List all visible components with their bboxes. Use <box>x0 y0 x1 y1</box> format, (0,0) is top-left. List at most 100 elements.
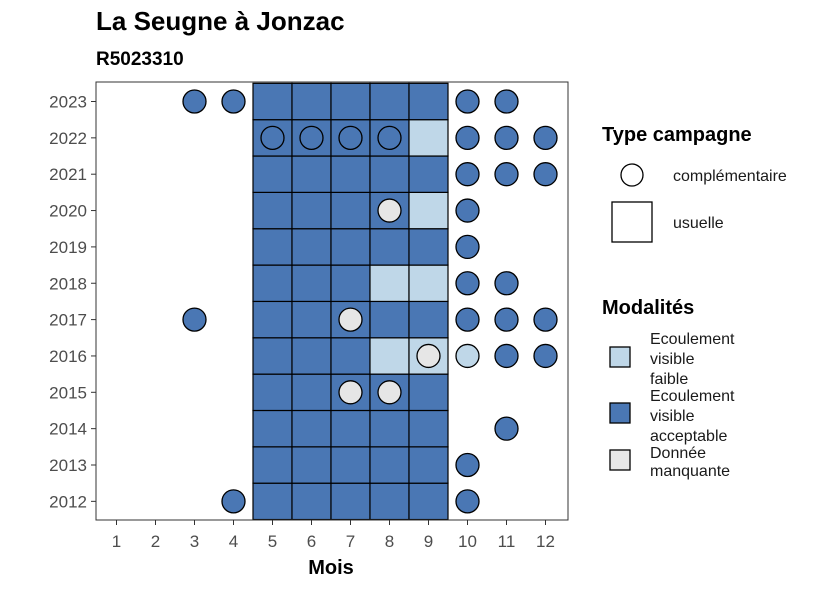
usuelle-cell-2012-6 <box>291 482 332 521</box>
legend-label-faible-line-3: faible <box>650 371 688 388</box>
x-axis: 1 2 3 4 5 6 7 8 9 10 11 12 <box>112 520 555 551</box>
complementaire-point-2022-6 <box>299 125 324 151</box>
y-tick-label-2021: 2021 <box>49 165 87 184</box>
usuelle-cell-2015-9 <box>408 373 449 412</box>
usuelle-cell-2013-9 <box>408 446 449 484</box>
usuelle-cell-2023-8 <box>369 82 410 121</box>
usuelle-cell-2021-7 <box>330 155 371 193</box>
y-tick-label-2016: 2016 <box>49 347 87 366</box>
complementaire-point-2022-7 <box>338 125 363 151</box>
usuelle-cell-2023-5 <box>252 82 293 121</box>
legend-color-title: Modalités <box>602 297 694 319</box>
usuelle-cell-2023-7 <box>330 82 371 121</box>
complementaire-point-2017-11 <box>494 307 519 332</box>
usuelle-cell-2021-9 <box>408 155 449 193</box>
legend-label-manquante-line-2: manquante <box>650 463 730 480</box>
usuelle-cell-2014-6 <box>291 409 332 448</box>
usuelle-cell-2020-9 <box>408 191 449 230</box>
usuelle-cell-2018-6 <box>291 264 332 303</box>
complementaire-point-2022-10 <box>455 125 480 151</box>
complementaire-point-2015-7 <box>338 380 363 405</box>
y-tick-label-2020: 2020 <box>49 202 87 221</box>
complementaire-point-2023-3 <box>182 89 207 114</box>
legend-label-manquante-line-1: Donnée <box>650 445 706 462</box>
usuelle-cell-2021-6 <box>291 155 332 193</box>
usuelle-cell-2013-7 <box>330 446 371 484</box>
legend-label-faible-line-1: Ecoulement <box>650 331 735 348</box>
y-tick-label-2015: 2015 <box>49 383 87 402</box>
usuelle-cell-2012-7 <box>330 482 371 521</box>
usuelle-cell-2014-9 <box>408 409 449 448</box>
usuelle-cell-2019-9 <box>408 228 449 266</box>
usuelle-cell-2022-9 <box>408 119 449 157</box>
complementaire-point-2023-4 <box>221 89 246 114</box>
usuelle-cell-2017-5 <box>252 300 293 339</box>
usuelle-cell-2012-9 <box>408 482 449 521</box>
usuelle-cell-2019-7 <box>330 228 371 266</box>
usuelle-cells <box>252 82 449 521</box>
usuelle-cell-2014-5 <box>252 409 293 448</box>
usuelle-cell-2020-5 <box>252 191 293 230</box>
legend: Type campagne complémentaire usuelle Mod… <box>602 124 787 480</box>
complementaire-point-2013-10 <box>455 452 480 478</box>
usuelle-cell-2012-8 <box>369 482 410 521</box>
complementaire-point-2016-11 <box>494 343 519 369</box>
legend-key-faible <box>609 346 631 368</box>
usuelle-cell-2020-7 <box>330 191 371 230</box>
legend-usuelle-symbol <box>611 201 653 243</box>
chart-subtitle: R5023310 <box>96 49 184 70</box>
legend-label-faible-line-2: visible <box>650 351 695 368</box>
chart-title: La Seugne à Jonzac <box>96 6 345 36</box>
complementaire-point-2022-12 <box>533 125 558 151</box>
complementaire-point-2016-12 <box>533 343 558 369</box>
complementaire-point-2017-7 <box>338 307 363 332</box>
x-tick-label-5: 5 <box>268 532 277 551</box>
complementaire-point-2021-12 <box>533 162 558 187</box>
x-axis-title: Mois <box>308 557 354 579</box>
usuelle-cell-2018-8 <box>369 264 410 303</box>
usuelle-cell-2012-5 <box>252 482 293 521</box>
complementaire-point-2019-10 <box>455 234 480 260</box>
usuelle-cell-2021-8 <box>369 155 410 193</box>
usuelle-cell-2015-5 <box>252 373 293 412</box>
usuelle-cell-2015-6 <box>291 373 332 412</box>
complementaire-point-2014-11 <box>494 416 519 441</box>
complementaire-point-2015-8 <box>377 380 402 405</box>
legend-label-acceptable-line-3: acceptable <box>650 428 727 445</box>
usuelle-cell-2016-5 <box>252 337 293 375</box>
complementaire-point-2023-10 <box>455 89 480 114</box>
x-tick-label-1: 1 <box>112 532 121 551</box>
x-tick-label-10: 10 <box>458 532 477 551</box>
x-tick-label-4: 4 <box>229 532 238 551</box>
complementaire-points <box>182 89 558 514</box>
usuelle-cell-2023-9 <box>408 82 449 121</box>
y-tick-label-2017: 2017 <box>49 311 87 330</box>
usuelle-cell-2016-8 <box>369 337 410 375</box>
complementaire-point-2018-10 <box>455 271 480 296</box>
legend-complementaire-label: complémentaire <box>673 168 787 185</box>
usuelle-cell-2016-7 <box>330 337 371 375</box>
usuelle-cell-2013-8 <box>369 446 410 484</box>
complementaire-point-2020-8 <box>377 198 402 223</box>
usuelle-cell-2017-9 <box>408 300 449 339</box>
complementaire-point-2012-10 <box>455 489 480 514</box>
legend-color-items: EcoulementvisiblefaibleEcoulementvisible… <box>609 331 735 480</box>
complementaire-point-2016-9 <box>416 343 441 369</box>
x-tick-label-6: 6 <box>307 532 316 551</box>
complementaire-point-2017-3 <box>182 307 207 332</box>
usuelle-cell-2013-6 <box>291 446 332 484</box>
legend-shape-title: Type campagne <box>602 124 752 146</box>
complementaire-point-2020-10 <box>455 198 480 223</box>
complementaire-point-2017-10 <box>455 307 480 332</box>
usuelle-cell-2021-5 <box>252 155 293 193</box>
usuelle-cell-2019-8 <box>369 228 410 266</box>
legend-label-acceptable-line-1: Ecoulement <box>650 388 735 405</box>
y-tick-label-2023: 2023 <box>49 93 87 112</box>
complementaire-point-2021-11 <box>494 162 519 187</box>
complementaire-point-2022-11 <box>494 125 519 151</box>
complementaire-point-2023-11 <box>494 89 519 114</box>
complementaire-point-2022-8 <box>377 125 402 151</box>
y-axis: 2012 2013 2014 2015 2016 2017 2018 2019 2020 2021… <box>49 93 96 511</box>
y-tick-label-2018: 2018 <box>49 274 87 293</box>
x-tick-label-9: 9 <box>424 532 433 551</box>
